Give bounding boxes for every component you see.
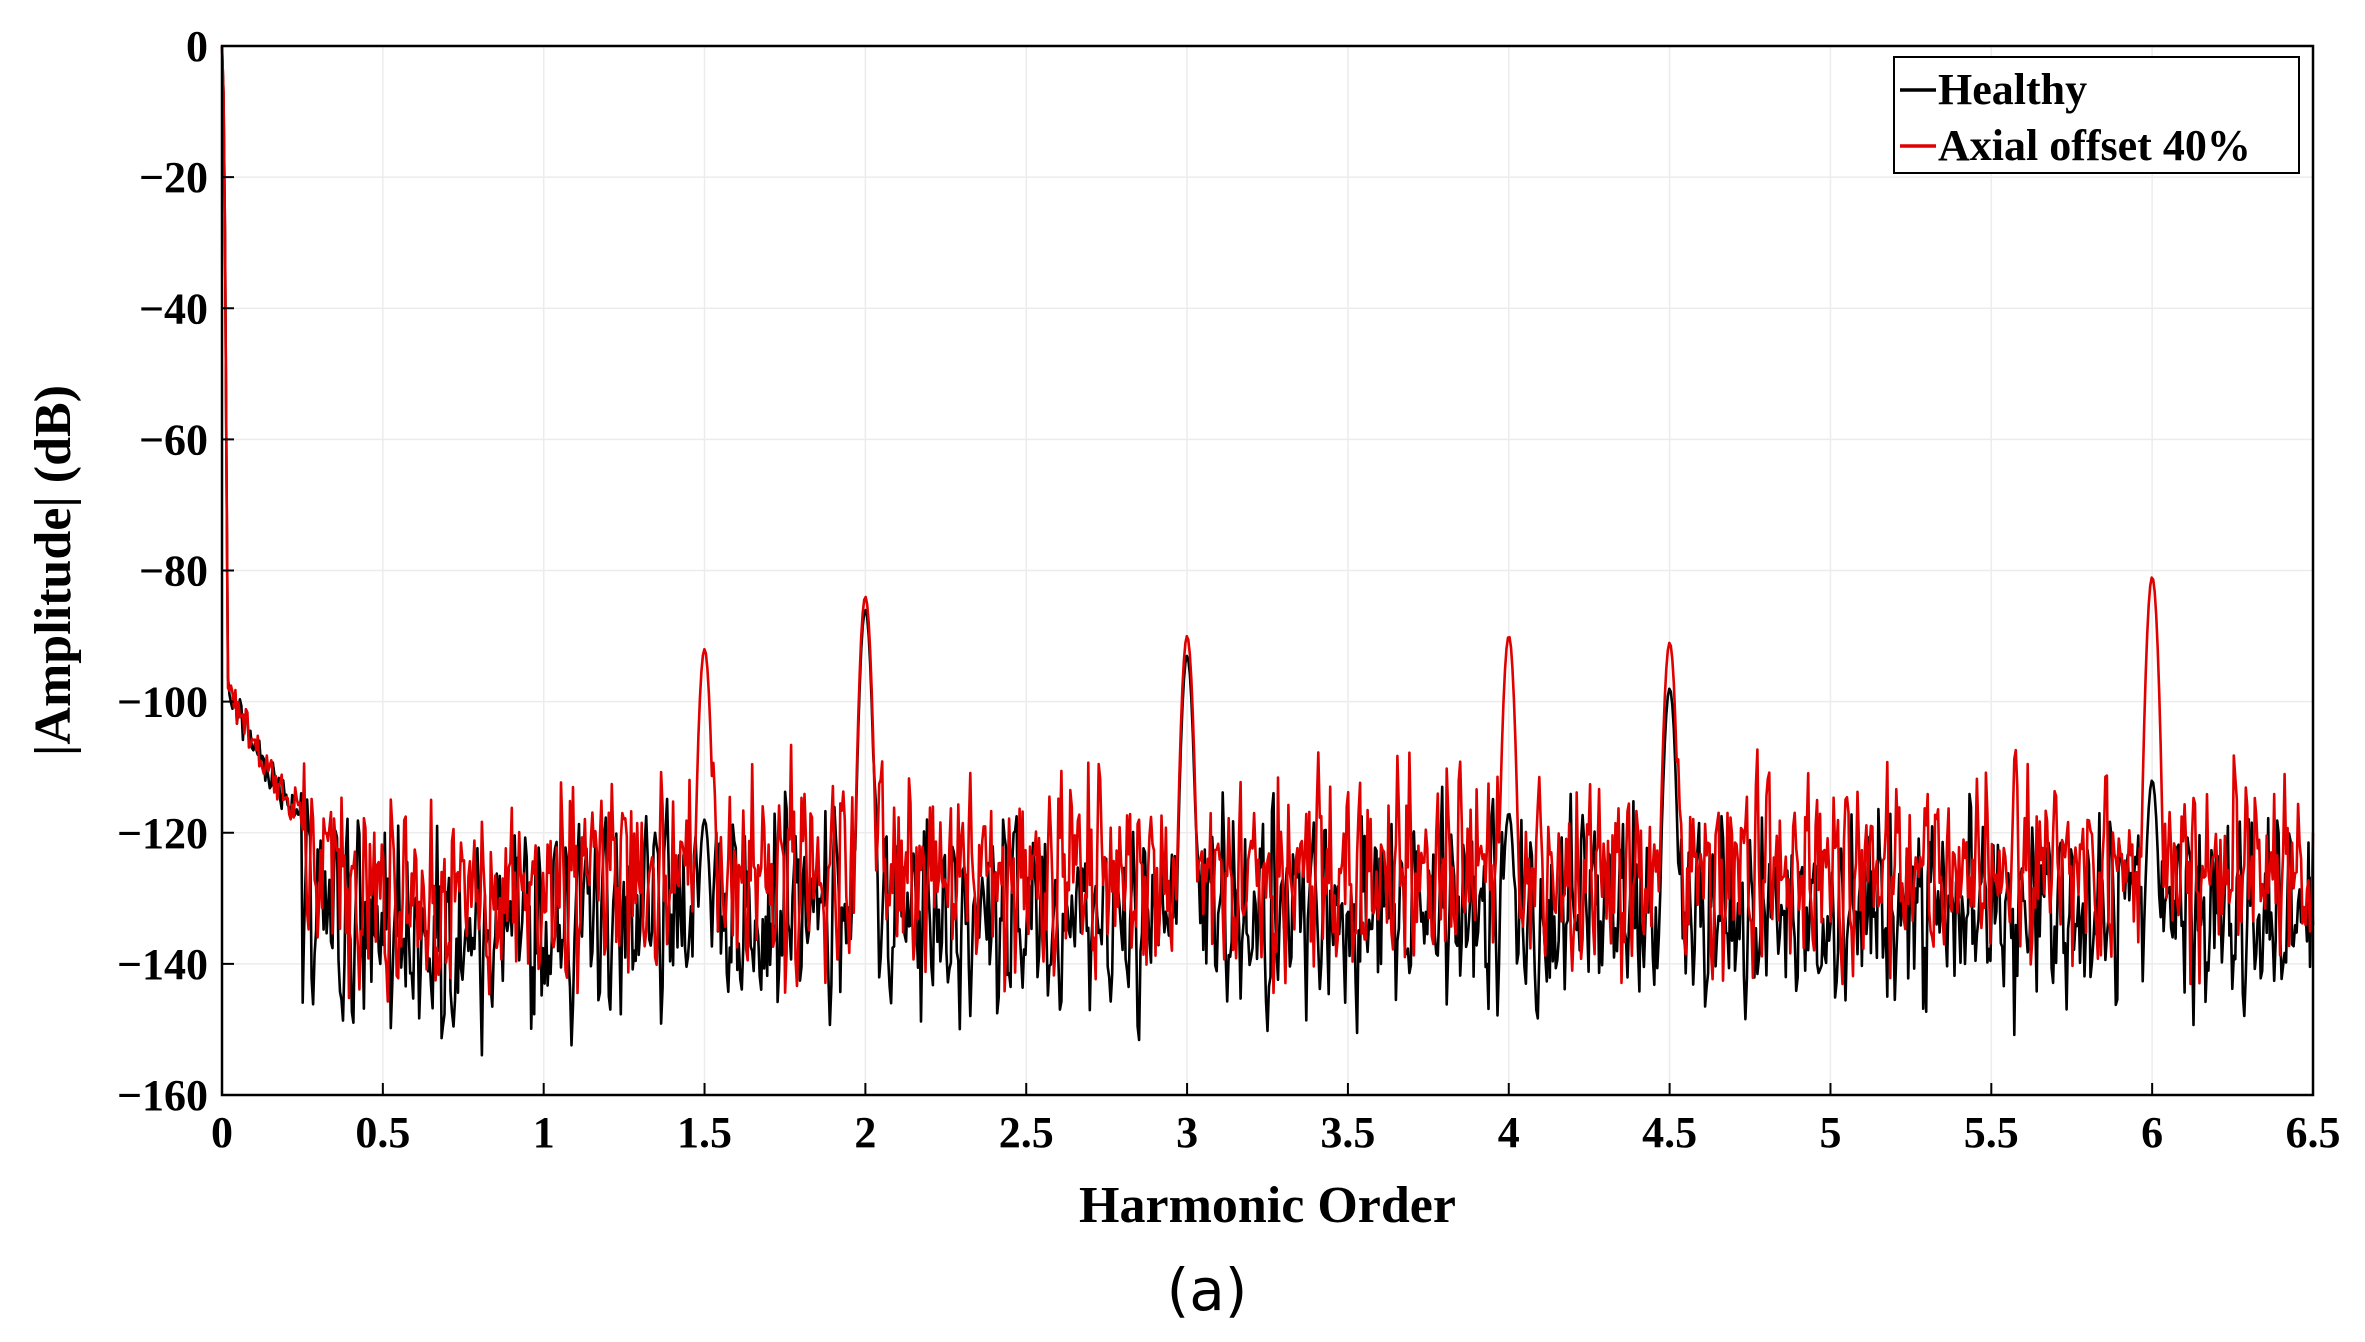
series-line-axial-offset bbox=[220, 45, 2315, 1003]
x-axis-title: Harmonic Order bbox=[1079, 1177, 1456, 1234]
x-tick-label: 5.5 bbox=[1964, 1108, 2019, 1157]
x-tick-label: 1.5 bbox=[677, 1108, 732, 1157]
legend-label-axial-offset: Axial offset 40% bbox=[1938, 121, 2251, 170]
y-tick-label: −100 bbox=[117, 678, 208, 727]
x-tick-label: 1 bbox=[533, 1108, 555, 1157]
x-axis: 0 0.5 1 1.5 2 2.5 3 3.5 4 4.5 5 5.5 6 6.5 bbox=[211, 1083, 2341, 1157]
x-tick-label: 5 bbox=[1819, 1108, 1841, 1157]
x-tick-label: 0 bbox=[211, 1108, 233, 1157]
y-tick-label: −40 bbox=[139, 284, 208, 333]
y-tick-label: −20 bbox=[139, 153, 208, 202]
grid-lines bbox=[222, 46, 2313, 1095]
x-tick-label: 2 bbox=[854, 1108, 876, 1157]
y-tick-label: −80 bbox=[139, 547, 208, 596]
y-tick-label: 0 bbox=[186, 22, 208, 71]
x-tick-label: 4 bbox=[1498, 1108, 1520, 1157]
x-tick-label: 6 bbox=[2141, 1108, 2163, 1157]
y-tick-label: −140 bbox=[117, 940, 208, 989]
figure-caption: (a) bbox=[1167, 1256, 1248, 1324]
x-tick-label: 0.5 bbox=[355, 1108, 410, 1157]
plot-area bbox=[220, 45, 2315, 1057]
x-tick-label: 6.5 bbox=[2286, 1108, 2341, 1157]
x-tick-label: 3.5 bbox=[1320, 1108, 1375, 1157]
y-tick-label: −60 bbox=[139, 415, 208, 464]
x-tick-label: 4.5 bbox=[1642, 1108, 1697, 1157]
legend-label-healthy: Healthy bbox=[1938, 65, 2087, 114]
y-axis-title: |Amplitude| (dB) bbox=[25, 385, 82, 756]
y-axis: 0 −20 −40 −60 −80 −100 −120 −140 −160 bbox=[117, 22, 234, 1120]
legend-box bbox=[1893, 56, 2300, 174]
x-tick-label: 2.5 bbox=[999, 1108, 1054, 1157]
legend: Healthy Axial offset 40% bbox=[1893, 56, 2300, 174]
y-tick-label: −120 bbox=[117, 809, 208, 858]
series-line-healthy bbox=[220, 45, 2315, 1057]
x-tick-label: 3 bbox=[1176, 1108, 1198, 1157]
y-tick-label: −160 bbox=[117, 1071, 208, 1120]
